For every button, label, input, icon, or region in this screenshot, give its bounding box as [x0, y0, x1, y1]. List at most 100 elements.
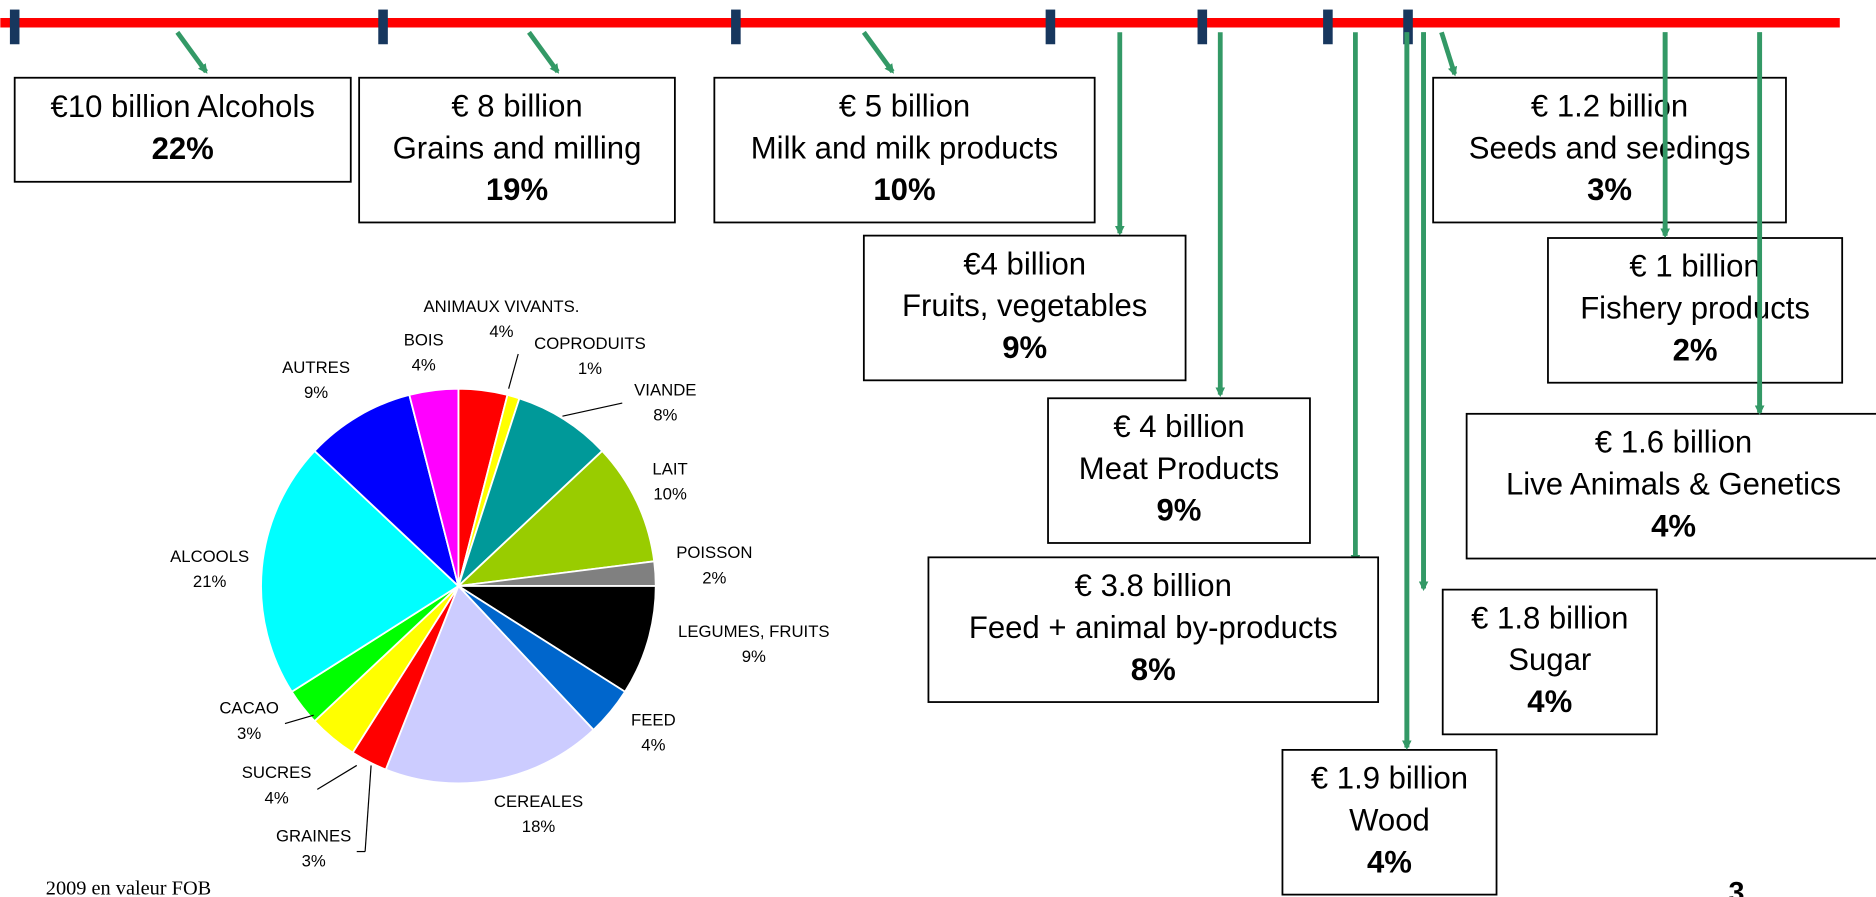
slice-value-label: 21% [193, 572, 227, 591]
info-box: €10 billion Alcohols 22% [13, 76, 352, 183]
slice-label: SUCRES [242, 763, 312, 782]
timeline-tick [1197, 9, 1208, 45]
slice-value-label: 1% [578, 359, 602, 378]
slice-label: FEED [631, 711, 676, 730]
timeline-tick [731, 9, 741, 45]
leader-line [284, 714, 314, 725]
box-line: € 1 billion [1629, 249, 1760, 284]
slice-value-label: 4% [489, 322, 513, 341]
pie-slice [408, 387, 460, 587]
box-line: Feed + animal by-products [969, 610, 1338, 645]
box-line: 4% [1367, 844, 1412, 879]
info-box: € 1.2 billion Seeds and seedings 3% [1432, 76, 1787, 224]
box-frame [1441, 588, 1658, 736]
slice-value-label: 3% [302, 852, 326, 871]
box-line: 8% [1131, 652, 1176, 687]
box-frame [927, 556, 1380, 703]
box-line: Grains and milling [393, 130, 642, 165]
boxes: €10 billion Alcohols 22% € 8 billion Grains… [13, 76, 1876, 896]
slice-label: LEGUMES, FRUITS [678, 622, 830, 641]
box-line: Fishery products [1580, 291, 1810, 326]
arrow [1439, 31, 1458, 77]
slice-value-label: 4% [641, 736, 665, 755]
slice-value-label: 2% [702, 568, 726, 587]
arrow [527, 30, 560, 74]
footnote: 2009 en valeur FOB [46, 877, 211, 897]
box-line: € 1.8 billion [1471, 600, 1628, 635]
box-line: Live Animals & Genetics [1506, 466, 1841, 501]
slice-label: CEREALES [494, 792, 583, 811]
timeline-tick [1045, 9, 1056, 45]
slice-label: VIANDE [634, 381, 696, 400]
info-box: €4 billion Fruits, vegetables 9% [862, 234, 1187, 382]
leader-line [364, 765, 372, 852]
box-line: €4 billion [963, 246, 1086, 281]
slice-value-label: 4% [412, 355, 436, 374]
slice-value-label: 18% [522, 817, 556, 836]
pie-slice [455, 449, 656, 588]
slice-value-label: 3% [237, 724, 261, 743]
box-line: 3% [1587, 172, 1632, 207]
box-line: 9% [1157, 493, 1202, 528]
arrow [861, 30, 895, 74]
box-line: € 3.8 billion [1075, 568, 1232, 603]
box-line: 4% [1651, 508, 1696, 543]
info-box: € 1.8 billion Sugar 4% [1441, 588, 1658, 736]
box-frame [862, 234, 1187, 382]
slice-label: LAIT [652, 459, 687, 478]
slice-label: CACAO [219, 699, 279, 718]
box-line: €10 billion Alcohols [51, 89, 315, 124]
pie-chart: ANIMAUX VIVANTS. 4% COPRODUITS 1% VIANDE 8% LA… [170, 297, 829, 871]
box-line: Meat Products [1079, 451, 1279, 486]
box-frame [1465, 412, 1876, 560]
box-line: Fruits, vegetables [902, 288, 1147, 323]
info-box: € 4 billion Meat Products 9% [1047, 397, 1311, 544]
box-line: € 1.6 billion [1595, 425, 1752, 460]
slice-label: POISSON [676, 543, 752, 562]
slice-label: BOIS [404, 330, 444, 349]
box-frame [1547, 237, 1844, 384]
slice-label: ALCOOLS [170, 547, 249, 566]
box-frame [1281, 748, 1498, 896]
slice-value-label: 8% [653, 406, 677, 425]
leader-line [508, 353, 519, 389]
leader-line [562, 402, 623, 417]
info-box: € 8 billion Grains and milling 19% [358, 76, 676, 224]
box-line: Wood [1349, 802, 1430, 837]
pie-slice [455, 585, 657, 694]
slice-value-label: 9% [742, 647, 766, 666]
arrow [175, 30, 208, 74]
box-line: Milk and milk products [751, 130, 1058, 165]
timeline-tick [1403, 9, 1413, 45]
box-line: € 1.2 billion [1531, 88, 1688, 123]
slice-label: AUTRES [282, 358, 350, 377]
box-line: 9% [1002, 330, 1047, 365]
box-frame [13, 76, 352, 183]
info-box: € 1.6 billion Live Animals & Genetics 4% [1465, 412, 1876, 560]
pie-slice [313, 393, 461, 589]
box-line: € 1.9 billion [1311, 761, 1468, 796]
info-box: € 1.9 billion Wood 4% [1281, 748, 1498, 896]
box-frame [713, 76, 1096, 224]
slice-label: GRAINES [276, 827, 351, 846]
box-line: € 4 billion [1113, 409, 1244, 444]
box-line: 22% [152, 131, 214, 166]
pie-slice [260, 449, 460, 694]
pie-slice [384, 584, 595, 785]
box-line: € 8 billion [451, 88, 582, 123]
box-frame [1047, 397, 1311, 544]
box-line: € 5 billion [839, 88, 970, 123]
leader-line [316, 764, 358, 790]
slice-label: ANIMAUX VIVANTS. [424, 297, 580, 316]
box-frame [1432, 76, 1787, 224]
timeline-tick [1323, 9, 1333, 45]
box-frame [358, 76, 676, 224]
timeline-tick [378, 9, 388, 45]
slice-value-label: 10% [653, 485, 687, 504]
box-line: Sugar [1508, 642, 1591, 677]
page-number: 3 [1729, 877, 1745, 897]
box-line: 19% [486, 172, 548, 207]
slice-value-label: 4% [265, 788, 289, 807]
